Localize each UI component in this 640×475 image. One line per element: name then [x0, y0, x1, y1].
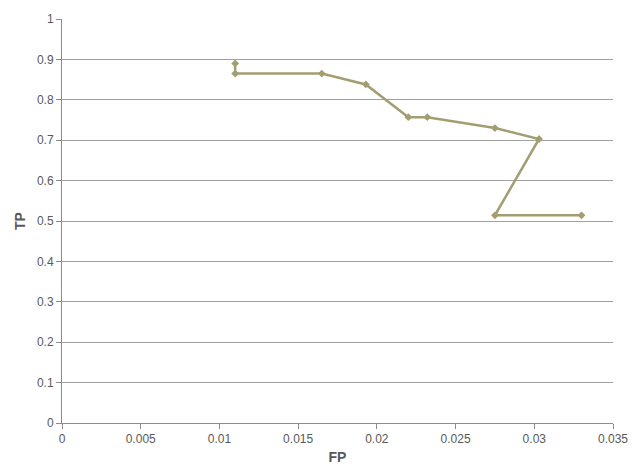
svg-text:0.035: 0.035	[598, 432, 628, 446]
svg-text:0.8: 0.8	[37, 93, 54, 107]
svg-text:0.9: 0.9	[37, 53, 54, 67]
svg-text:0.015: 0.015	[283, 432, 313, 446]
svg-text:1: 1	[47, 12, 54, 26]
svg-text:0.7: 0.7	[37, 133, 54, 147]
svg-text:0: 0	[59, 432, 66, 446]
svg-text:0.02: 0.02	[365, 432, 389, 446]
svg-text:TP: TP	[12, 212, 28, 230]
svg-text:0.6: 0.6	[37, 174, 54, 188]
svg-text:0: 0	[47, 416, 54, 430]
svg-text:0.4: 0.4	[37, 255, 54, 269]
svg-text:0.01: 0.01	[208, 432, 232, 446]
svg-text:FP: FP	[329, 449, 347, 465]
svg-text:0.3: 0.3	[37, 295, 54, 309]
svg-text:0.2: 0.2	[37, 335, 54, 349]
svg-text:0.025: 0.025	[441, 432, 471, 446]
svg-text:0.005: 0.005	[126, 432, 156, 446]
svg-text:0.1: 0.1	[37, 376, 54, 390]
svg-text:0.03: 0.03	[523, 432, 547, 446]
svg-text:0.5: 0.5	[37, 214, 54, 228]
